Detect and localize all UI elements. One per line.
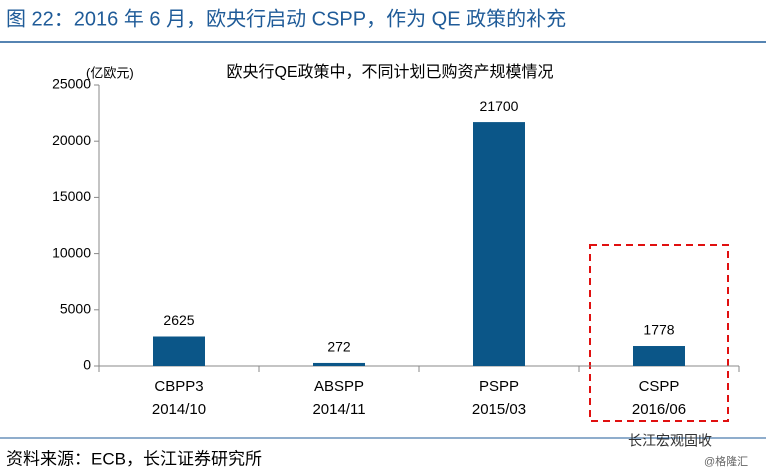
x-tick-label: 2016/06 (632, 401, 686, 418)
highlight-box (589, 244, 729, 422)
page-title: 图 22：2016 年 6 月，欧央行启动 CSPP，作为 QE 政策的补充 (6, 7, 566, 30)
y-tick-label: 15000 (52, 188, 91, 204)
bar (633, 346, 685, 366)
bar (153, 336, 205, 366)
value-label: 2625 (163, 312, 194, 328)
x-tick-label: CSPP (639, 378, 680, 395)
y-tick-label: 10000 (52, 244, 91, 260)
y-tick-label: 20000 (52, 132, 91, 148)
value-label: 1778 (643, 322, 674, 338)
bar (473, 122, 525, 366)
chart-title: 欧央行QE政策中，不同计划已购资产规模情况 (226, 63, 553, 81)
value-label: 21700 (480, 98, 519, 114)
watermark-sub: @格隆汇 (704, 454, 748, 468)
watermark: 长江宏观固收 (628, 433, 712, 449)
x-tick-label: 2014/10 (152, 401, 206, 418)
value-label: 272 (327, 339, 351, 355)
x-tick-label: 2014/11 (312, 401, 365, 418)
y-tick-label: 0 (83, 357, 91, 373)
y-tick-label: 25000 (52, 76, 91, 92)
bar (313, 362, 365, 366)
x-tick-label: PSPP (479, 378, 519, 395)
y-axis-label: (亿欧元) (86, 65, 134, 80)
y-tick-label: 5000 (60, 301, 91, 317)
x-tick-label: ABSPP (314, 378, 364, 395)
x-tick-label: 2015/03 (472, 401, 526, 418)
x-tick-label: CBPP3 (154, 378, 203, 395)
source-note: 资料来源：ECB，长江证券研究所 (6, 449, 262, 468)
